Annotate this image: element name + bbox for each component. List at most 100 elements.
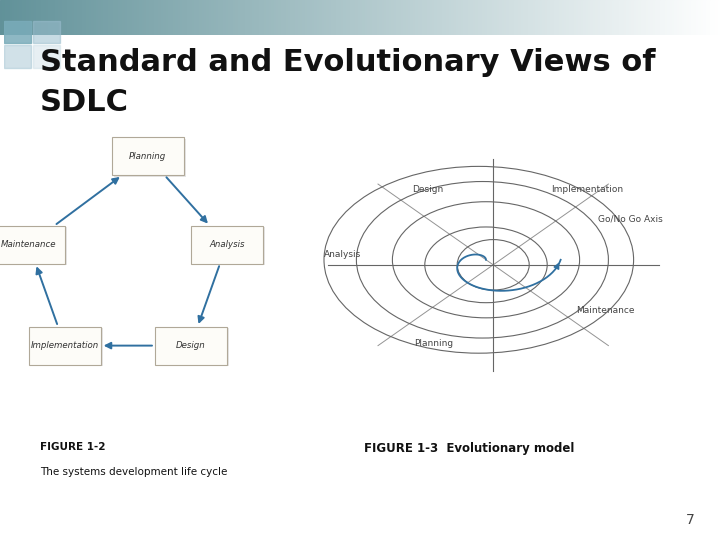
Bar	[384, 0, 387, 35]
Bar	[74, 0, 77, 35]
Bar	[60, 0, 63, 35]
Bar	[324, 0, 326, 35]
Bar	[297, 0, 300, 35]
Bar	[261, 0, 264, 35]
Bar	[168, 0, 171, 35]
Bar	[110, 0, 113, 35]
Bar	[701, 0, 703, 35]
Bar	[307, 0, 310, 35]
Bar	[516, 0, 518, 35]
Bar	[612, 0, 614, 35]
Bar	[585, 0, 588, 35]
Bar	[81, 0, 84, 35]
Bar	[178, 0, 180, 35]
Bar	[103, 0, 106, 35]
Bar	[689, 0, 691, 35]
Bar	[667, 0, 670, 35]
Bar	[187, 0, 189, 35]
Bar	[480, 0, 482, 35]
Bar	[670, 0, 672, 35]
Bar	[624, 0, 626, 35]
Bar	[569, 0, 571, 35]
Bar	[475, 0, 477, 35]
Bar	[441, 0, 444, 35]
Bar	[545, 0, 547, 35]
Bar	[117, 0, 120, 35]
Bar	[216, 0, 218, 35]
Bar	[675, 0, 677, 35]
Bar	[211, 0, 214, 35]
Bar	[502, 0, 504, 35]
Bar	[576, 0, 578, 35]
FancyBboxPatch shape	[29, 327, 101, 364]
Bar	[142, 0, 144, 35]
Bar	[698, 0, 701, 35]
Bar	[4, 45, 31, 68]
Bar	[146, 0, 149, 35]
Bar	[99, 0, 101, 35]
Bar	[34, 0, 36, 35]
Bar	[259, 0, 261, 35]
Bar	[175, 0, 178, 35]
Bar	[305, 0, 307, 35]
Text: Analysis: Analysis	[209, 240, 245, 249]
Bar	[48, 0, 50, 35]
Bar	[706, 0, 708, 35]
Bar	[423, 0, 425, 35]
Text: Analysis: Analysis	[324, 250, 361, 259]
Bar	[338, 0, 341, 35]
Bar	[106, 0, 108, 35]
Bar	[540, 0, 542, 35]
Bar	[17, 0, 19, 35]
Bar	[233, 0, 235, 35]
Bar	[456, 0, 459, 35]
Text: Go/No Go Axis: Go/No Go Axis	[598, 215, 662, 224]
Bar	[101, 0, 103, 35]
Bar	[33, 45, 60, 68]
Bar	[665, 0, 667, 35]
Bar	[466, 0, 468, 35]
Bar	[185, 0, 187, 35]
Bar	[365, 0, 367, 35]
Bar	[449, 0, 451, 35]
Bar	[396, 0, 398, 35]
Bar	[58, 0, 60, 35]
Bar	[84, 0, 86, 35]
Bar	[91, 0, 94, 35]
Bar	[351, 0, 353, 35]
Bar	[89, 0, 91, 35]
Bar	[218, 0, 221, 35]
Bar	[614, 0, 617, 35]
Bar	[567, 0, 569, 35]
Bar	[194, 0, 197, 35]
Bar	[192, 0, 194, 35]
Bar	[319, 0, 322, 35]
Bar	[446, 0, 449, 35]
Bar	[439, 0, 441, 35]
Bar	[252, 0, 254, 35]
FancyBboxPatch shape	[112, 137, 184, 175]
Bar	[718, 0, 720, 35]
Bar	[526, 0, 528, 35]
Bar	[293, 0, 295, 35]
Bar	[461, 0, 463, 35]
Bar	[245, 0, 247, 35]
Bar	[672, 0, 675, 35]
Bar	[391, 0, 394, 35]
Bar	[223, 0, 225, 35]
Bar	[588, 0, 590, 35]
Bar	[286, 0, 288, 35]
Bar	[418, 0, 420, 35]
Bar	[708, 0, 711, 35]
Text: Implementation: Implementation	[551, 185, 623, 194]
Bar	[581, 0, 583, 35]
Bar	[619, 0, 621, 35]
Bar	[646, 0, 648, 35]
Bar	[571, 0, 574, 35]
Bar	[283, 0, 286, 35]
Bar	[302, 0, 305, 35]
Bar	[266, 0, 269, 35]
Bar	[430, 0, 432, 35]
Text: SDLC: SDLC	[40, 88, 129, 117]
Bar	[470, 0, 473, 35]
